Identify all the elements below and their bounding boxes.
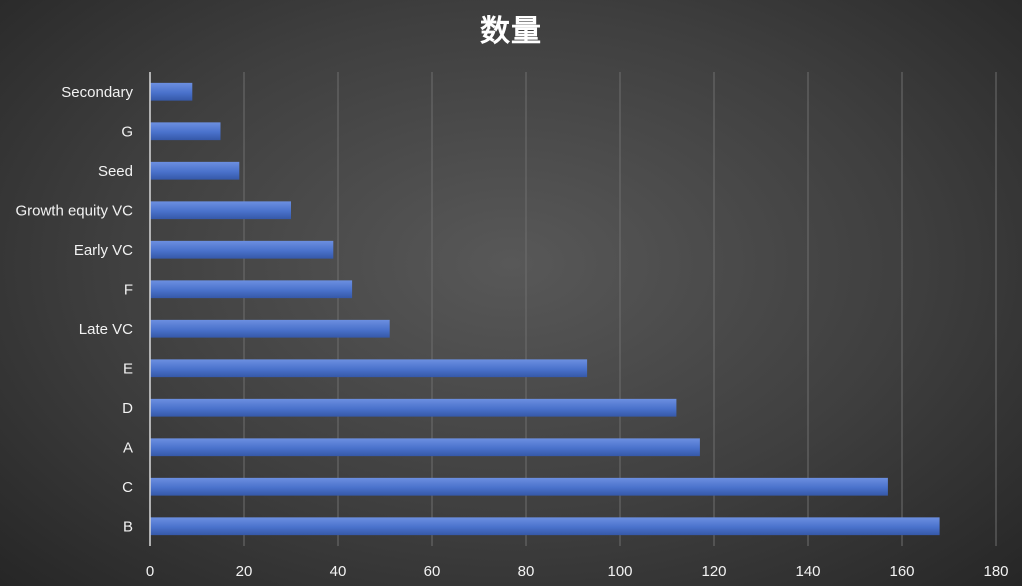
y-tick-label: E xyxy=(123,360,133,377)
bar-f xyxy=(150,280,353,299)
chart-title: 数量 xyxy=(480,14,542,49)
bar-late-vc xyxy=(150,319,390,338)
bar-b xyxy=(150,517,940,536)
x-tick-label: 40 xyxy=(330,563,347,580)
y-tick-label: Secondary xyxy=(61,84,133,101)
bar-a xyxy=(150,438,700,457)
y-tick-label: D xyxy=(122,400,133,417)
x-tick-label: 120 xyxy=(701,563,726,580)
y-tick-label: Early VC xyxy=(74,242,133,259)
bar-secondary xyxy=(150,82,193,101)
bar-growth-equity-vc xyxy=(150,201,291,220)
y-tick-label: F xyxy=(124,281,133,298)
bar-d xyxy=(150,398,677,417)
x-tick-label: 20 xyxy=(236,563,253,580)
y-tick-label: B xyxy=(123,518,133,535)
x-tick-label: 80 xyxy=(518,563,535,580)
y-tick-label: A xyxy=(123,439,133,456)
bar-early-vc xyxy=(150,240,334,259)
x-tick-label: 0 xyxy=(146,563,154,580)
y-tick-label: Seed xyxy=(98,163,133,180)
y-tick-label: Growth equity VC xyxy=(15,202,133,219)
bar-seed xyxy=(150,161,240,180)
x-tick-label: 140 xyxy=(795,563,820,580)
x-tick-label: 60 xyxy=(424,563,441,580)
bar-c xyxy=(150,477,888,496)
x-tick-label: 180 xyxy=(983,563,1008,580)
y-tick-label: C xyxy=(122,479,133,496)
bar-e xyxy=(150,359,588,378)
x-tick-label: 160 xyxy=(889,563,914,580)
x-tick-label: 100 xyxy=(607,563,632,580)
y-tick-label: Late VC xyxy=(79,321,133,338)
bar-g xyxy=(150,122,221,141)
y-tick-label: G xyxy=(121,123,133,140)
